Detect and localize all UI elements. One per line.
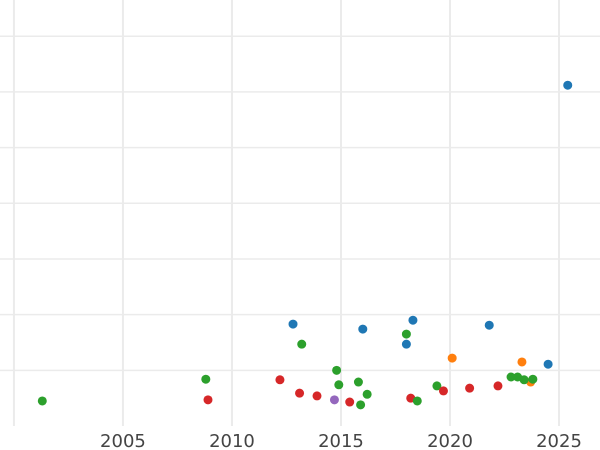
data-point-orange [517,357,527,367]
data-point-green [362,389,372,399]
data-point-red [438,386,448,396]
data-point-blue [563,80,573,90]
x-tick-label: 2015 [318,431,364,450]
data-point-green [432,381,442,391]
data-point-green [528,374,538,384]
data-point-red [312,391,322,401]
data-point-red [295,388,305,398]
data-point-blue [484,320,494,330]
data-point-green [356,400,366,410]
data-point-red [465,383,475,393]
data-point-green [37,396,47,406]
data-point-red [493,381,503,391]
data-point-green [201,374,211,384]
data-point-blue [543,359,553,369]
data-point-green [506,372,516,382]
data-point-red [345,397,355,407]
data-point-green [401,329,411,339]
x-tick-label: 2020 [427,431,473,450]
data-point-red [203,395,213,405]
data-point-green [519,375,529,385]
x-tick-label: 2005 [100,431,146,450]
x-tick-label: 2010 [209,431,255,450]
data-point-blue [401,339,411,349]
data-point-blue [358,324,368,334]
data-point-green [334,380,344,390]
data-point-green [412,396,422,406]
x-tick-label: 2025 [536,431,582,450]
data-point-purple [329,395,339,405]
data-point-blue [408,315,418,325]
data-point-green [353,377,363,387]
x-axis: 2005 2010 2015 2020 2025 [100,431,582,450]
data-point-green [332,365,342,375]
data-point-blue [288,319,298,329]
points [37,80,573,410]
grid [0,0,600,426]
data-point-green [297,339,307,349]
data-point-red [275,375,285,385]
data-point-orange [447,353,457,363]
